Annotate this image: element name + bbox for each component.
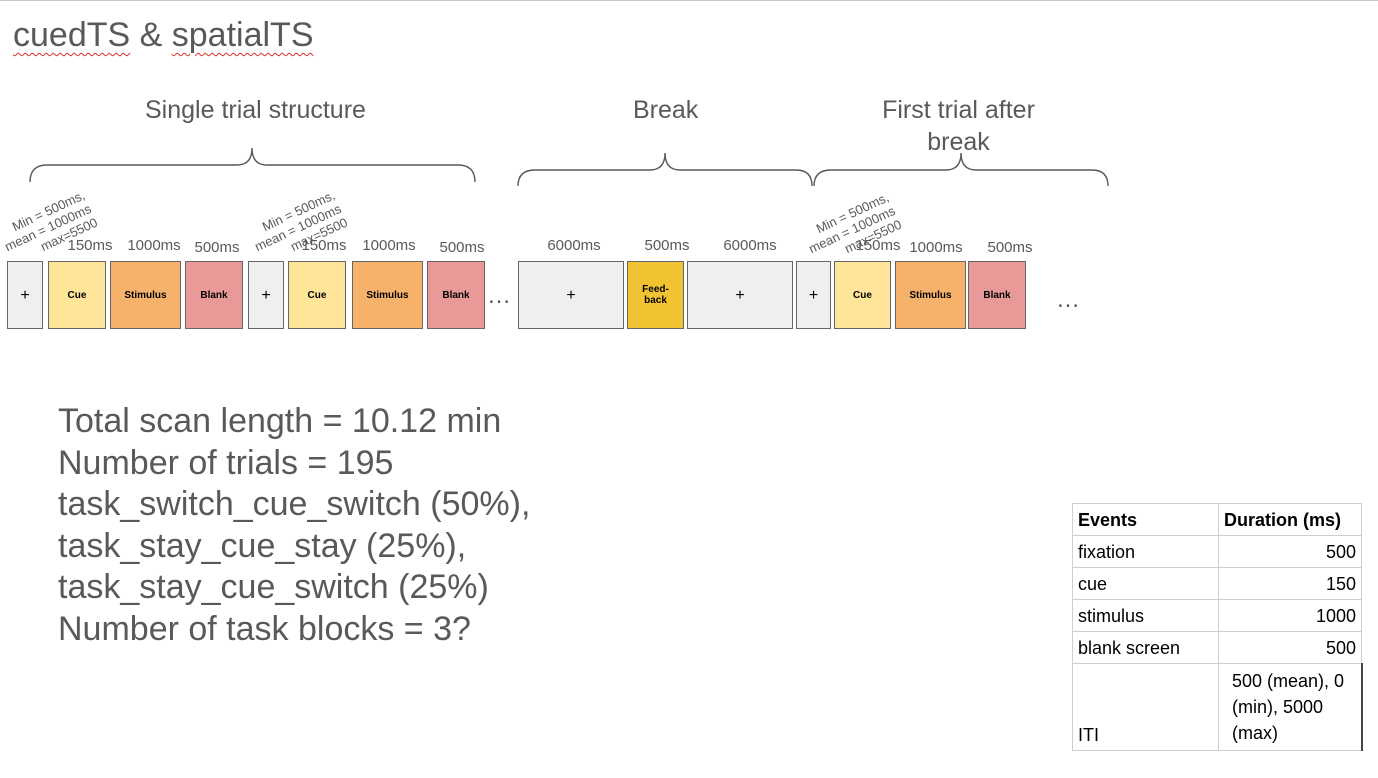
cue-box: Cue <box>48 261 106 329</box>
event-name: cue <box>1072 567 1219 600</box>
event-duration: 500 <box>1218 535 1362 568</box>
event-duration: 1000 <box>1218 599 1362 632</box>
ellipsis: … <box>1056 286 1081 313</box>
brace-first-trial <box>813 152 1109 187</box>
scan-summary: Total scan length = 10.12 min Number of … <box>58 401 530 650</box>
table-header-row: Events Duration (ms) <box>1072 503 1362 536</box>
stimulus-box: Stimulus <box>352 261 423 329</box>
table-row: cue 150 <box>1072 567 1362 600</box>
top-divider <box>0 0 1378 1</box>
summary-line: Total scan length = 10.12 min <box>58 402 502 440</box>
duration-label: 500ms <box>439 239 485 256</box>
fixation-box: + <box>796 261 831 329</box>
summary-line: Number of trials = 195 <box>58 443 394 482</box>
title-part-spatialts: spatialTS <box>171 16 314 54</box>
event-name: ITI <box>1072 663 1219 751</box>
event-name: blank screen <box>1072 631 1219 664</box>
event-duration: 500 (mean), 0 (min), 5000 (max) <box>1218 663 1363 751</box>
section-label-first-trial: First trial after break <box>882 96 1035 156</box>
table-row: fixation 500 <box>1072 535 1362 568</box>
page-title: cuedTS & spatialTS <box>13 16 314 55</box>
duration-label: 1000ms <box>127 237 181 254</box>
brace-lines <box>29 147 1109 187</box>
fixation-box: + <box>7 261 43 329</box>
event-duration: 500 <box>1218 631 1362 664</box>
title-part-cuedts: cuedTS <box>13 16 131 54</box>
table-row: stimulus 1000 <box>1072 599 1362 632</box>
title-separator: & <box>130 16 172 54</box>
duration-label: 1000ms <box>909 239 963 256</box>
duration-label: 1000ms <box>362 237 416 254</box>
summary-line: task_stay_cue_stay (25%), <box>58 526 467 565</box>
duration-label: 500ms <box>194 239 240 256</box>
section-label-break: Break <box>633 96 699 124</box>
summary-line: task_stay_cue_switch (25%) <box>58 568 489 606</box>
duration-label: 6000ms <box>723 237 777 254</box>
summary-line: task_switch_cue_switch (50%), <box>58 485 531 523</box>
duration-label: 150ms <box>855 237 901 254</box>
events-table: Events Duration (ms) fixation 500 cue 15… <box>1072 503 1363 751</box>
brace-single-trial <box>29 147 476 183</box>
duration-label: 6000ms <box>547 237 601 254</box>
duration-label: 150ms <box>301 237 347 254</box>
stimulus-box: Stimulus <box>110 261 181 329</box>
blank-box: Blank <box>968 261 1026 329</box>
event-name: fixation <box>1072 535 1219 568</box>
break-fixation-box: + <box>518 261 624 329</box>
section-label-single-trial: Single trial structure <box>145 96 366 124</box>
table-row: blank screen 500 <box>1072 631 1362 664</box>
ellipsis: … <box>487 282 512 309</box>
column-header-events: Events <box>1072 503 1219 536</box>
cue-box: Cue <box>288 261 346 329</box>
blank-box: Blank <box>185 261 243 329</box>
column-header-duration: Duration (ms) <box>1218 503 1362 536</box>
duration-label: 150ms <box>67 237 113 254</box>
iti-label-3: Min = 500ms, mean = 1000ms max=5500 <box>806 189 904 257</box>
blank-box: Blank <box>427 261 485 329</box>
feedback-box: Feed-back <box>627 261 684 329</box>
summary-line: Number of task blocks = 3? <box>58 609 471 648</box>
stimulus-box: Stimulus <box>895 261 966 329</box>
duration-label: 500ms <box>644 237 690 254</box>
table-row: ITI 500 (mean), 0 (min), 5000 (max) <box>1072 663 1363 751</box>
duration-label: 500ms <box>987 239 1033 256</box>
fixation-box: + <box>248 261 284 329</box>
break-fixation-box: + <box>687 261 793 329</box>
event-duration: 150 <box>1218 567 1362 600</box>
event-name: stimulus <box>1072 599 1219 632</box>
brace-break <box>517 152 813 187</box>
cue-box: Cue <box>834 261 891 329</box>
